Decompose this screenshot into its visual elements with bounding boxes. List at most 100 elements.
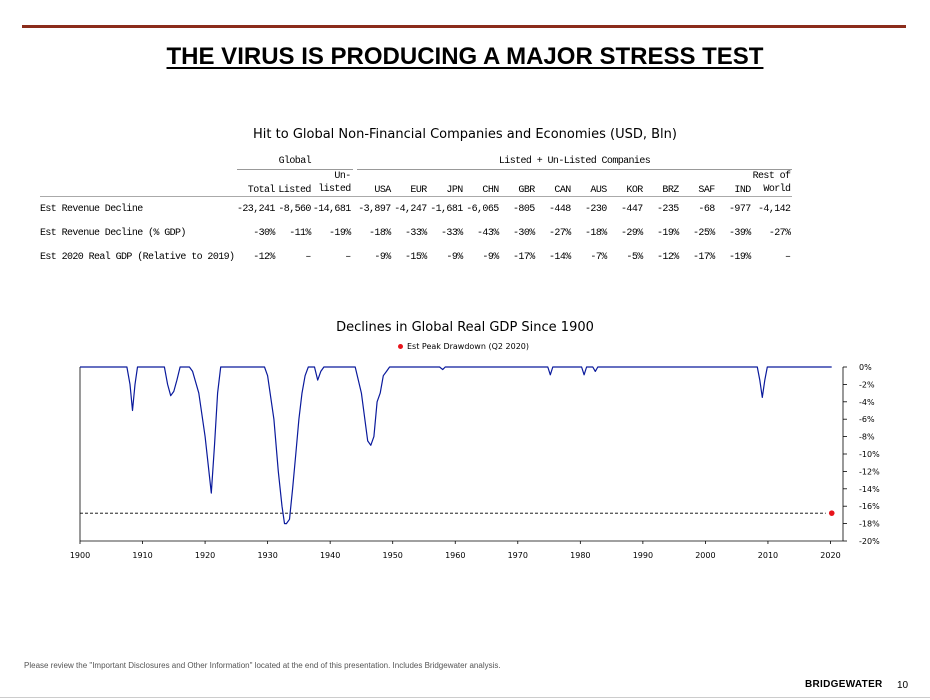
brand-logo-text: BRIDGEWATER — [805, 679, 883, 690]
table-cell: -12% — [657, 251, 679, 263]
x-tick-label: 2010 — [758, 551, 778, 560]
table-cell: -19% — [657, 227, 679, 239]
y-tick-label: -8% — [859, 433, 875, 442]
header-jpn: JPN — [446, 185, 463, 196]
table-cell: -5% — [626, 251, 643, 263]
x-tick-label: 1930 — [257, 551, 277, 560]
table-cell: -33% — [441, 227, 463, 239]
x-tick-label: 1990 — [633, 551, 653, 560]
bottom-rule — [0, 697, 930, 698]
data-table: Global Listed + Un-Listed Companies Tota… — [40, 154, 793, 270]
y-tick-label: -16% — [859, 502, 880, 511]
table-group-row: Global Listed + Un-Listed Companies — [40, 154, 793, 170]
y-tick-label: -2% — [859, 380, 875, 389]
header-can: CAN — [554, 185, 571, 196]
table-cell: -23,241 — [237, 196, 277, 221]
table-cell: – — [345, 251, 351, 263]
header-unlisted: Un-listed — [318, 171, 351, 195]
table-cell: -18% — [585, 227, 607, 239]
table-cell: -18% — [369, 227, 391, 239]
table-cell: -3,897 — [356, 196, 393, 221]
x-tick-label: 1920 — [195, 551, 215, 560]
y-tick-label: -4% — [859, 398, 875, 407]
slide-title-text: THE VIRUS IS PRODUCING A MAJOR STRESS TE… — [166, 43, 764, 70]
chart-title: Declines in Global Real GDP Since 1900 — [336, 320, 594, 335]
header-ind: IND — [734, 185, 751, 196]
table-cell: -7% — [590, 251, 607, 263]
table-cell: -30% — [253, 227, 275, 239]
row-label: Est Revenue Decline — [40, 196, 237, 221]
y-tick-label: -10% — [859, 450, 880, 459]
table-cell: -12% — [253, 251, 275, 263]
table-cell: -25% — [693, 227, 715, 239]
table-cell: -9% — [482, 251, 499, 263]
header-brz: BRZ — [662, 185, 679, 196]
header-gbr: GBR — [518, 185, 535, 196]
disclosure-footnote: Please review the "Important Disclosures… — [24, 661, 501, 670]
table-cell: -30% — [513, 227, 535, 239]
table-cell: -1,681 — [428, 196, 465, 221]
table-cell: -15% — [405, 251, 427, 263]
x-tick-label: 1910 — [132, 551, 152, 560]
y-tick-label: 0% — [859, 363, 872, 372]
table-cell: -4,247 — [392, 196, 429, 221]
table-cell: -8,560 — [276, 196, 313, 221]
header-aus: AUS — [590, 185, 607, 196]
header-kor: KOR — [626, 185, 643, 196]
table-row: Est Revenue Decline (% GDP) -30% -11% -19% -… — [40, 221, 792, 245]
table-cell: -9% — [446, 251, 463, 263]
table-cell: -4,142 — [752, 196, 793, 221]
table-cell: -14% — [549, 251, 571, 263]
header-total: Total — [247, 185, 276, 196]
y-tick-label: -14% — [859, 485, 880, 494]
page-number: 10 — [897, 680, 909, 691]
gdp-decline-line — [80, 366, 832, 525]
x-tick-label: 1950 — [383, 551, 403, 560]
top-rule — [22, 25, 906, 28]
group-global: Global — [237, 154, 353, 170]
table-cell: -17% — [693, 251, 715, 263]
table-cell: -19% — [729, 251, 751, 263]
row-label: Est 2020 Real GDP (Relative to 2019) — [40, 251, 235, 263]
header-chn: CHN — [482, 185, 499, 196]
table-cell: – — [305, 251, 311, 263]
y-tick-label: -18% — [859, 520, 880, 529]
table-cell: -27% — [549, 227, 571, 239]
x-tick-label: 1970 — [508, 551, 528, 560]
table-cell: -39% — [729, 227, 751, 239]
x-tick-label: 1960 — [445, 551, 465, 560]
est-peak-drawdown-point — [828, 510, 835, 516]
table-cell: -977 — [716, 196, 753, 221]
table-cell: -448 — [536, 196, 573, 221]
y-tick-label: -20% — [859, 537, 880, 546]
table-cell: -33% — [405, 227, 427, 239]
legend-label: Est Peak Drawdown (Q2 2020) — [407, 342, 529, 351]
table-cell: -17% — [513, 251, 535, 263]
table-row: Est Revenue Decline -23,241 -8,560 -14,681-… — [40, 196, 793, 221]
y-tick-label: -6% — [859, 415, 875, 424]
row-label: Est Revenue Decline (% GDP) — [40, 227, 186, 239]
table-cell: -447 — [608, 196, 645, 221]
table-cell: -29% — [621, 227, 643, 239]
x-tick-label: 2000 — [695, 551, 715, 560]
table-cell: – — [785, 251, 791, 263]
header-rest-of-world: Rest of World — [752, 171, 791, 195]
table-cell: -805 — [500, 196, 537, 221]
table-body: Est Revenue Decline -23,241 -8,560 -14,681-… — [40, 196, 793, 270]
group-companies: Listed + Un-Listed Companies — [356, 154, 793, 170]
table-cell: -230 — [572, 196, 609, 221]
legend-marker — [398, 344, 403, 349]
table-cell: -43% — [477, 227, 499, 239]
table-cell: -19% — [329, 227, 351, 239]
header-listed: Listed — [278, 185, 311, 196]
header-saf: SAF — [698, 185, 715, 196]
table-row: Est 2020 Real GDP (Relative to 2019) -12%… — [40, 245, 792, 269]
table-title: Hit to Global Non-Financial Companies an… — [253, 127, 677, 142]
header-usa: USA — [374, 185, 391, 196]
x-tick-label: 1940 — [320, 551, 340, 560]
y-tick-label: -12% — [859, 467, 880, 476]
x-tick-label: 1980 — [570, 551, 590, 560]
table-cell: -9% — [374, 251, 391, 263]
table-cell: -235 — [644, 196, 681, 221]
